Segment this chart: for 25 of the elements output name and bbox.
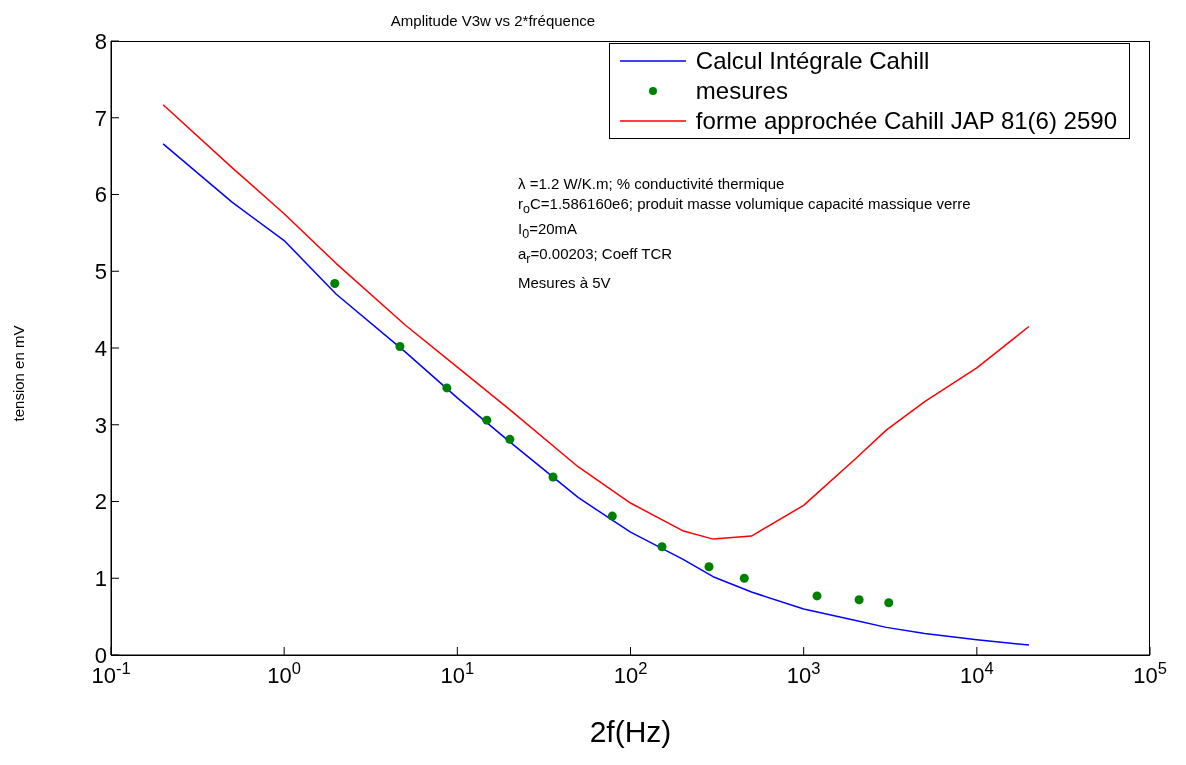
y-tick-label: 8 <box>94 28 107 54</box>
legend-label: Calcul Intégrale Cahill <box>695 47 930 75</box>
y-tick-label: 6 <box>94 182 107 208</box>
y-tick-label: 4 <box>94 335 107 361</box>
x-tick-label: 10$^{1}$ <box>440 659 475 688</box>
y-tick-label: 2 <box>94 489 107 515</box>
y-tick-label: 1 <box>94 566 107 592</box>
chart-title: Amplitude V3w vs 2*fréquence <box>389 12 597 29</box>
x-tick-label: 10$^{5}$ <box>1133 659 1167 688</box>
y-tick-label: 5 <box>94 259 107 285</box>
annotation: I$_{0}$=20mA <box>518 219 579 243</box>
x-tick-label: 10$^{4}$ <box>960 659 994 688</box>
y-axis-title: tension en mV <box>10 325 28 421</box>
x-tick-label: 10$^{2}$ <box>613 659 648 688</box>
annotation: Mesures à 5V <box>518 273 612 293</box>
x-tick-label: 10$^{3}$ <box>786 659 821 688</box>
legend-label: mesures <box>695 77 788 105</box>
legend-label: forme approchée Cahill JAP 81(6) 2590 <box>695 107 1117 135</box>
y-tick-label: 3 <box>94 412 107 438</box>
y-tick-label: 7 <box>94 105 107 131</box>
annotation: λ =1.2 W/K.m; % conductivité thermique <box>518 174 786 194</box>
x-axis-title: 2f(Hz) <box>588 715 673 749</box>
annotation: a$_{r}$=0.00203; Coeff TCR <box>518 244 674 268</box>
annotation: r$_{o}$C=1.586160e6; produit masse volumique capacité massique verre <box>518 194 971 218</box>
x-tick-label: 10$^{0}$ <box>267 659 301 688</box>
